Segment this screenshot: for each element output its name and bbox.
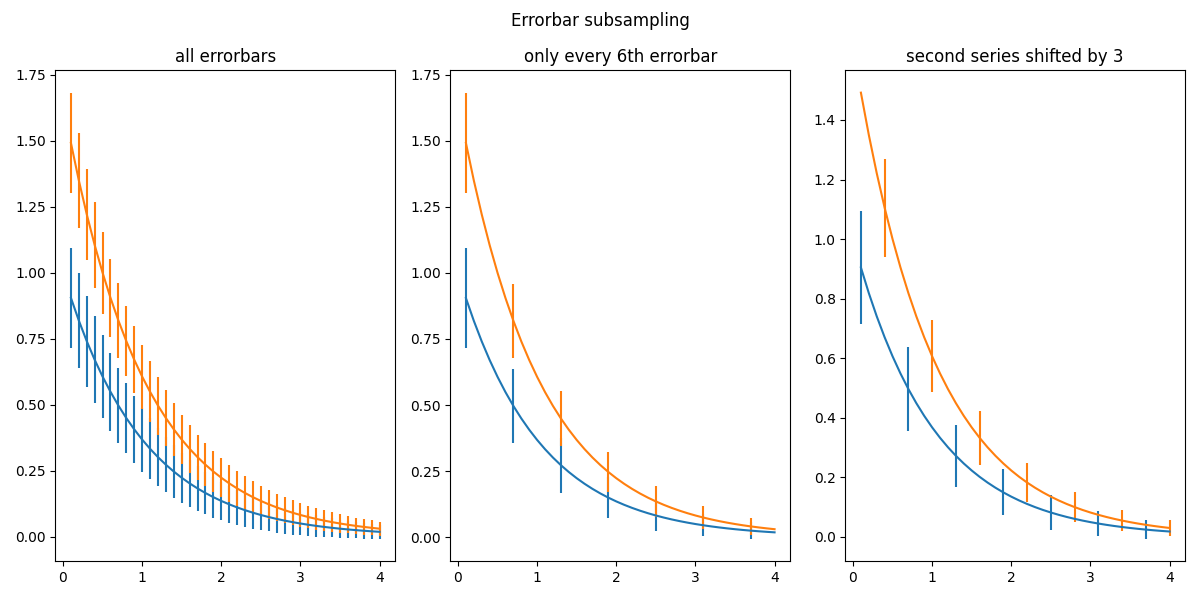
Title: all errorbars: all errorbars [175,48,276,66]
Title: only every 6th errorbar: only every 6th errorbar [523,48,716,66]
Title: second series shifted by 3: second series shifted by 3 [906,48,1124,66]
Text: Errorbar subsampling: Errorbar subsampling [510,12,690,30]
